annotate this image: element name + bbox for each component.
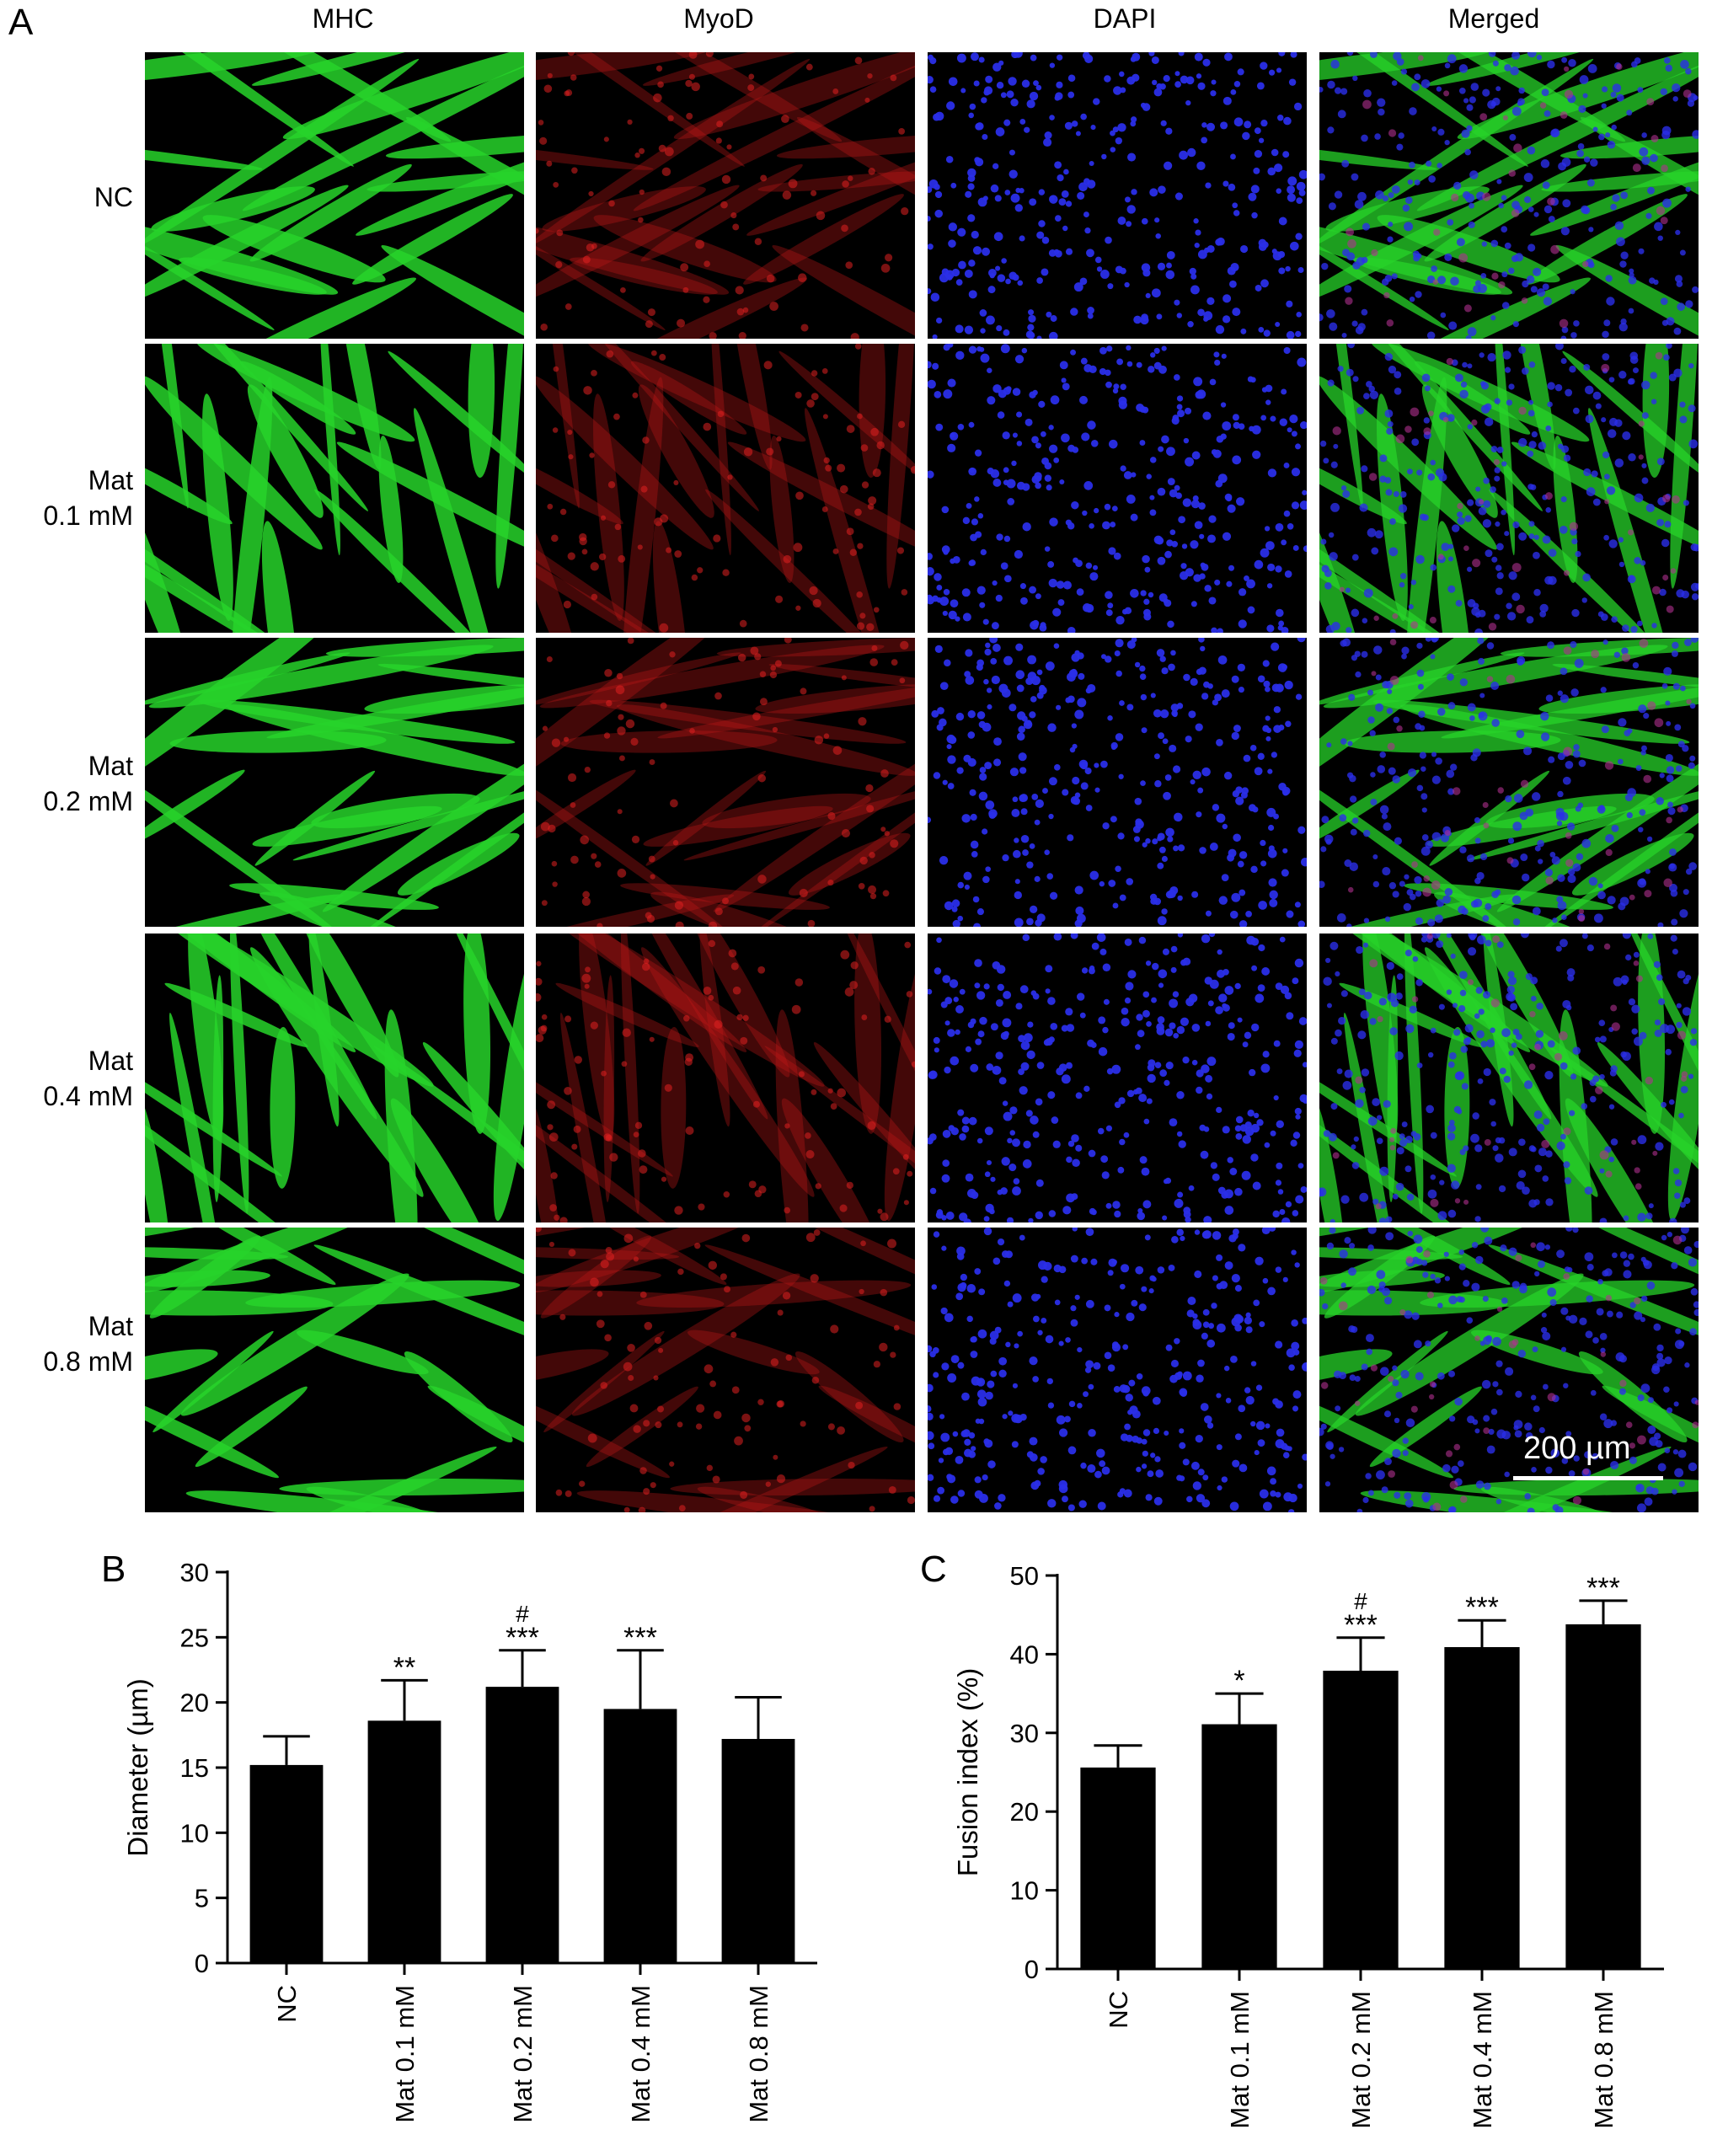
y-axis-label: Fusion index (%) bbox=[952, 1668, 983, 1877]
x-tick-label: Mat 0.4 mM bbox=[626, 1985, 655, 2123]
micrograph-red-row-4 bbox=[536, 934, 915, 1222]
row-label-mat-0-1: Mat 0.1 mM bbox=[0, 463, 133, 533]
bar bbox=[1444, 1646, 1520, 1969]
x-tick-label: NC bbox=[1104, 1991, 1133, 2029]
row-label-line2: 0.1 mM bbox=[43, 500, 133, 531]
significance-label: *** bbox=[1586, 1572, 1620, 1604]
column-header-mhc: MHC bbox=[312, 3, 374, 34]
row-label-line1: Mat bbox=[88, 1046, 133, 1076]
significance-label: *** bbox=[506, 1622, 539, 1654]
micrograph-merged-row-5 bbox=[1319, 1228, 1699, 1512]
micrograph-red-row-2 bbox=[536, 344, 915, 633]
y-tick-label: 15 bbox=[180, 1753, 209, 1783]
significance-label: ** bbox=[393, 1651, 415, 1683]
row-label-line2: 0.2 mM bbox=[43, 786, 133, 816]
micrograph-merged-row-4 bbox=[1319, 934, 1699, 1222]
micrograph-green-row-5 bbox=[145, 1228, 524, 1512]
bar bbox=[603, 1709, 677, 1963]
significance-label: * bbox=[1233, 1665, 1244, 1697]
micrograph-blue-row-2 bbox=[928, 344, 1307, 633]
row-label-mat-0-2: Mat 0.2 mM bbox=[0, 748, 133, 819]
bar bbox=[1080, 1767, 1156, 1969]
row-label-line2: 0.8 mM bbox=[43, 1346, 133, 1377]
x-tick-label: Mat 0.8 mM bbox=[1589, 1991, 1618, 2129]
micrograph-red-row-1 bbox=[536, 52, 915, 339]
y-tick-label: 30 bbox=[1010, 1719, 1039, 1748]
column-header-myod: MyoD bbox=[683, 3, 754, 34]
y-tick-label: 0 bbox=[1025, 1955, 1039, 1984]
micrograph-green-row-3 bbox=[145, 638, 524, 927]
bar bbox=[249, 1764, 324, 1963]
column-header-merged: Merged bbox=[1447, 3, 1540, 34]
micrograph-merged-row-2 bbox=[1319, 344, 1699, 633]
y-tick-label: 10 bbox=[180, 1818, 209, 1848]
hash-significance-label: # bbox=[516, 1601, 529, 1627]
y-tick-label: 50 bbox=[1010, 1561, 1039, 1591]
panel-letter-a: A bbox=[8, 2, 34, 43]
row-label-line1: Mat bbox=[88, 1311, 133, 1341]
chart-c-fusion-index: 0 10 20 30 40 50 Fusion index (%) NC Mat 0.1 mM *… bbox=[952, 1561, 1664, 2129]
y-tick-label: 40 bbox=[1010, 1640, 1039, 1669]
row-label-line2: 0.4 mM bbox=[43, 1081, 133, 1111]
x-tick-label: Mat 0.2 mM bbox=[1346, 1991, 1376, 2129]
bar bbox=[367, 1720, 441, 1963]
panel-letter-b: B bbox=[101, 1549, 126, 1590]
x-tick-label: NC bbox=[272, 1985, 302, 2023]
y-axis-label: Diameter (µm) bbox=[122, 1678, 153, 1857]
scale-bar-label: 200 µm bbox=[1523, 1431, 1631, 1466]
significance-label: *** bbox=[1344, 1609, 1378, 1641]
y-tick-label: 0 bbox=[195, 1949, 209, 1978]
y-tick-label: 20 bbox=[1010, 1797, 1039, 1827]
bar bbox=[1565, 1624, 1641, 1969]
row-label-line1: Mat bbox=[88, 751, 133, 781]
bar bbox=[721, 1738, 795, 1963]
significance-label: *** bbox=[1465, 1592, 1499, 1624]
micrograph-merged-row-1 bbox=[1319, 52, 1699, 339]
x-tick-label: Mat 0.1 mM bbox=[390, 1985, 420, 2123]
micrograph-green-row-2 bbox=[145, 344, 524, 633]
bar bbox=[1201, 1724, 1277, 1969]
micrograph-blue-row-4 bbox=[928, 934, 1307, 1222]
column-header-dapi: DAPI bbox=[1093, 3, 1157, 34]
significance-label: *** bbox=[623, 1622, 657, 1654]
chart-b-diameter: 0 5 10 15 20 25 30 Diameter (µm) NC Mat 0.1 mM ** M… bbox=[122, 1558, 817, 2123]
micrograph-merged-row-3 bbox=[1319, 638, 1699, 927]
x-tick-label: Mat 0.4 mM bbox=[1468, 1991, 1497, 2129]
micrograph-green-row-1 bbox=[145, 52, 524, 339]
row-label-nc-line1: NC bbox=[94, 182, 133, 212]
panel-letter-c: C bbox=[920, 1549, 947, 1590]
row-label-line1: Mat bbox=[88, 465, 133, 495]
y-tick-label: 25 bbox=[180, 1623, 209, 1652]
bar bbox=[485, 1687, 559, 1963]
x-tick-label: Mat 0.1 mM bbox=[1225, 1991, 1255, 2129]
y-tick-label: 10 bbox=[1010, 1876, 1039, 1906]
y-tick-label: 5 bbox=[195, 1884, 209, 1913]
row-label-mat-0-4: Mat 0.4 mM bbox=[0, 1043, 133, 1114]
micrograph-blue-row-1 bbox=[928, 52, 1307, 339]
row-label-mat-0-8: Mat 0.8 mM bbox=[0, 1308, 133, 1379]
bar bbox=[1323, 1671, 1399, 1969]
micrograph-red-row-5 bbox=[536, 1228, 915, 1512]
micrograph-blue-row-3 bbox=[928, 638, 1307, 927]
hash-significance-label: # bbox=[1354, 1588, 1367, 1614]
y-tick-label: 20 bbox=[180, 1688, 209, 1718]
row-label-nc: NC bbox=[0, 179, 133, 215]
micrograph-blue-row-5 bbox=[928, 1228, 1307, 1512]
y-tick-label: 30 bbox=[180, 1558, 209, 1587]
x-tick-label: Mat 0.8 mM bbox=[744, 1985, 773, 2123]
micrograph-green-row-4 bbox=[145, 934, 524, 1222]
x-tick-label: Mat 0.2 mM bbox=[508, 1985, 538, 2123]
micrograph-red-row-3 bbox=[536, 638, 915, 927]
scale-bar bbox=[1513, 1476, 1663, 1480]
